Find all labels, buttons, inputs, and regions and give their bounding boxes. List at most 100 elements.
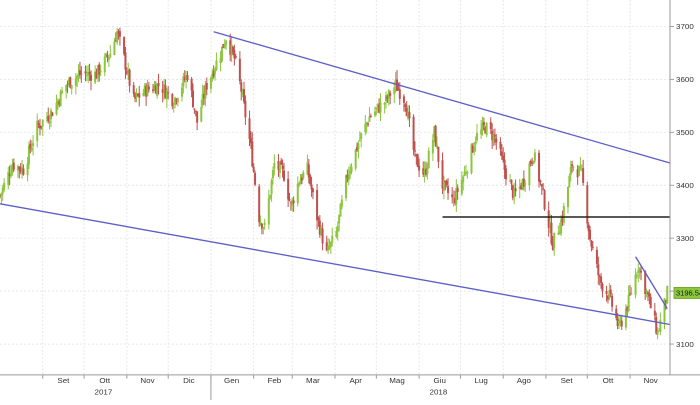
year-label: 2018 — [430, 388, 448, 397]
candle-body — [186, 75, 189, 80]
candle-body — [354, 149, 357, 169]
candle-body — [431, 139, 434, 154]
candle-body — [30, 147, 33, 151]
candle-body — [423, 170, 426, 174]
candle-body — [127, 70, 130, 74]
candle-body — [416, 154, 419, 168]
candle-body — [222, 44, 225, 49]
candle-body — [511, 185, 514, 198]
candle-body — [595, 249, 598, 264]
candle-body — [109, 53, 112, 58]
candle-body — [455, 188, 458, 205]
candle-body — [80, 73, 83, 75]
candle-body — [325, 242, 328, 251]
candle-body — [329, 241, 332, 247]
candle-body — [346, 174, 349, 178]
candle-body — [550, 222, 553, 244]
candle-body — [194, 110, 197, 112]
candle-body — [8, 174, 11, 176]
candle-body — [489, 122, 492, 130]
candle-body — [566, 186, 569, 208]
candle-body — [128, 69, 131, 86]
candle-body — [252, 166, 255, 172]
candle-body — [524, 183, 527, 185]
candle-body — [434, 125, 437, 147]
candle-body — [475, 133, 478, 141]
candle-body — [307, 164, 310, 178]
candle-body — [254, 172, 257, 185]
candle-body — [182, 76, 185, 87]
candle-body — [460, 179, 463, 194]
candle-body — [485, 122, 488, 136]
candle-body — [248, 118, 251, 139]
candle-body — [37, 123, 40, 125]
candle-body — [540, 184, 543, 187]
candle-body — [503, 159, 506, 171]
candle-body — [561, 217, 564, 222]
candle-body — [145, 86, 148, 97]
last-value-label: 3196.5400 — [676, 289, 700, 298]
candle-body — [225, 40, 228, 46]
candle-body — [241, 91, 244, 95]
candle-body — [251, 141, 254, 167]
candle-body — [3, 182, 6, 190]
x-tick-label: Nov — [140, 377, 154, 386]
candle-body — [522, 178, 525, 187]
candle-body — [263, 222, 266, 226]
candle-body — [165, 90, 168, 99]
candle-body — [77, 72, 80, 76]
candle-body — [589, 229, 592, 240]
y-tick-label: 3700 — [676, 23, 694, 32]
candle-body — [466, 171, 469, 174]
candle-body — [45, 117, 48, 119]
candle-body — [94, 71, 97, 83]
y-tick-label: 3500 — [676, 128, 694, 137]
candle-body — [464, 172, 467, 174]
candle-body — [558, 231, 561, 235]
candle-body — [568, 176, 571, 188]
candle-body — [456, 187, 459, 192]
candle-body — [600, 276, 603, 283]
candle-body — [386, 96, 389, 99]
candle-body — [404, 104, 407, 107]
candle-body — [278, 163, 281, 173]
candle-body — [445, 180, 448, 186]
candle-body — [481, 123, 484, 131]
candle-body — [606, 295, 609, 300]
candle-body — [205, 82, 208, 90]
candle-body — [231, 47, 234, 52]
candle-body — [196, 111, 199, 123]
candle-body — [105, 53, 108, 57]
candle-body — [532, 160, 535, 165]
x-tick-label: Set — [57, 377, 70, 386]
candle-body — [531, 161, 534, 163]
candle-body — [504, 168, 507, 180]
candle-body — [185, 75, 188, 81]
candle-body — [635, 274, 638, 277]
candle-body — [510, 179, 513, 184]
candle-body — [50, 110, 53, 120]
y-tick-label: 3400 — [676, 181, 694, 190]
candle-body — [88, 72, 91, 75]
candle-body — [335, 231, 338, 237]
x-tick-label: Lug — [474, 377, 487, 386]
candle-body — [118, 31, 121, 37]
candle-body — [408, 112, 411, 119]
candle-body — [441, 160, 444, 189]
candle-body — [215, 60, 218, 71]
candle-body — [277, 160, 280, 171]
candle-body — [223, 45, 226, 48]
candle-body — [463, 171, 466, 176]
candle-body — [59, 90, 62, 107]
candle-body — [357, 143, 360, 150]
candle-body — [373, 111, 376, 116]
candle-body — [270, 180, 273, 195]
candle-body — [269, 195, 272, 199]
candle-body — [289, 202, 292, 204]
trendline-3 — [634, 256, 668, 309]
candle-body — [624, 308, 627, 328]
candle-body — [65, 85, 68, 92]
candle-body — [452, 197, 455, 200]
candle-body — [397, 88, 400, 90]
